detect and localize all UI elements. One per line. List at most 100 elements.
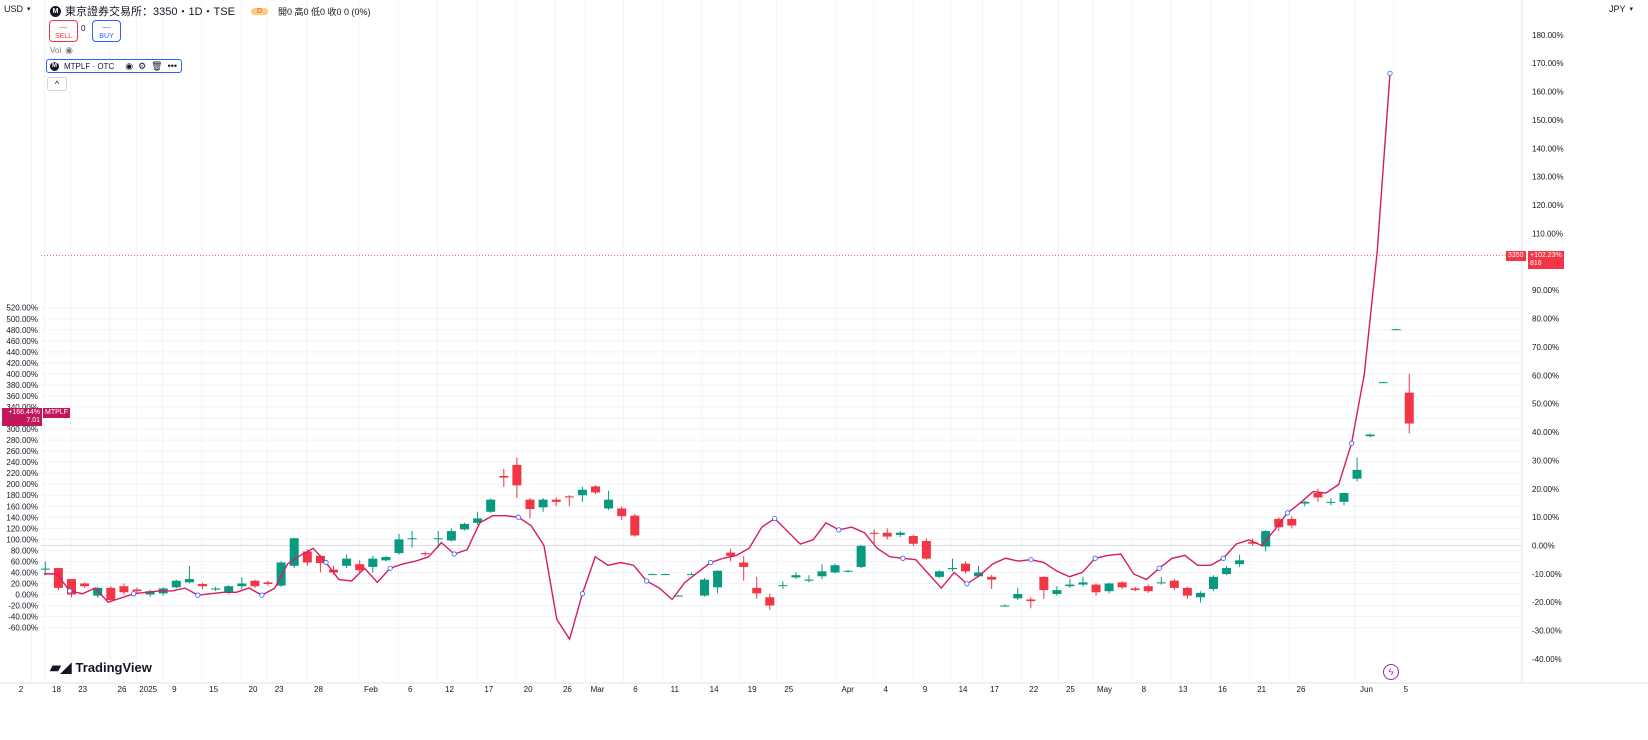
- right-axis-tick-label: 170.00%: [1532, 59, 1564, 68]
- compare-series-marker: [515, 514, 521, 520]
- compare-symbol-label: MTPLF · OTC: [64, 61, 115, 71]
- x-axis-tick-label: 28: [314, 685, 323, 694]
- eye-icon[interactable]: ◉: [65, 45, 73, 55]
- compare-ticker-badge: MTPLF: [43, 408, 70, 418]
- eye-icon[interactable]: ◉: [125, 60, 134, 71]
- candle-body: [765, 597, 775, 606]
- right-axis-tick-label: 40.00%: [1532, 428, 1559, 437]
- left-axis-tick-label: 120.00%: [6, 524, 38, 533]
- candle-body: [974, 572, 984, 577]
- symbol-logo-icon: M: [50, 5, 61, 17]
- left-axis-tick-label: 220.00%: [6, 469, 38, 478]
- x-axis-tick-label: 17: [990, 685, 999, 694]
- x-axis-tick-label: 21: [1257, 685, 1266, 694]
- chevron-up-icon[interactable]: ^: [47, 77, 67, 91]
- x-axis-tick-label: 9: [172, 685, 177, 694]
- left-axis-tick-label: 260.00%: [6, 447, 38, 456]
- right-axis-tick-label: 130.00%: [1532, 173, 1564, 182]
- left-axis-tick-label: 100.00%: [6, 535, 38, 544]
- currency-right-label: JPY: [1609, 4, 1626, 14]
- left-axis-tick-label: 200.00%: [6, 480, 38, 489]
- symbol-header[interactable]: M 東京證券交易所：3350・1D・TSE D 開0 高0 低0 收0 0 (0…: [50, 3, 371, 19]
- right-axis-tick-label: -10.00%: [1532, 570, 1562, 579]
- buy-label: BUY: [99, 33, 114, 40]
- left-axis-tick-label: 300.00%: [6, 425, 38, 434]
- candle-body: [40, 568, 50, 570]
- candle-body: [1391, 329, 1401, 331]
- candle-body: [407, 538, 417, 540]
- candle-body: [604, 499, 614, 509]
- chevron-down-icon: ▾: [1629, 6, 1634, 13]
- compare-series-marker: [451, 551, 457, 557]
- candle-body: [778, 585, 788, 587]
- sell-label: SELL: [54, 33, 73, 40]
- left-axis-tick-label: 0.00%: [15, 591, 38, 600]
- compare-series-marker: [1220, 555, 1226, 561]
- candle-body: [276, 562, 286, 586]
- more-icon[interactable]: •••: [167, 61, 178, 71]
- currency-selector-right[interactable]: JPY ▾: [1609, 4, 1633, 14]
- left-axis-tick-label: 440.00%: [6, 348, 38, 357]
- x-axis-tick-label: Feb: [364, 685, 378, 694]
- x-axis-tick-label: 14: [959, 685, 968, 694]
- compare-series-marker: [964, 581, 970, 587]
- candle-body: [53, 568, 63, 588]
- right-axis-tick-label: 0.00%: [1532, 542, 1555, 551]
- candle-body: [486, 499, 496, 512]
- candle-body: [700, 579, 710, 596]
- candle-body: [211, 588, 221, 590]
- candle-body: [460, 523, 469, 530]
- trash-icon[interactable]: 🗑: [151, 60, 163, 71]
- symbol-title[interactable]: 東京證券交易所：3350・1D・TSE: [65, 6, 235, 18]
- candle-body: [591, 486, 600, 493]
- settings-icon[interactable]: ⚙: [138, 60, 147, 71]
- tradingview-logo-icon: ▰◢: [50, 659, 72, 675]
- candle-body: [1000, 605, 1010, 607]
- x-axis-tick-label: 25: [1066, 685, 1075, 694]
- candle-body: [791, 575, 801, 578]
- compare-series-marker: [323, 559, 329, 566]
- compare-series-marker: [772, 515, 778, 522]
- candle-body: [843, 570, 853, 572]
- left-axis-tick-label: 360.00%: [6, 392, 38, 401]
- compare-legend[interactable]: M MTPLF · OTC ◉ ⚙ 🗑 •••: [46, 59, 182, 73]
- compare-series-marker: [387, 565, 393, 571]
- candle-body: [817, 571, 827, 577]
- lightning-icon[interactable]: ϟ: [1383, 664, 1399, 680]
- candle-body: [381, 556, 391, 561]
- x-axis-tick-label: 26: [1297, 685, 1306, 694]
- candle-body: [921, 541, 931, 559]
- x-axis-tick-label: 19: [748, 685, 757, 694]
- candle-body: [1365, 434, 1375, 437]
- candle-body: [856, 545, 866, 567]
- candle-body: [660, 574, 670, 576]
- candle-body: [499, 475, 509, 478]
- compare-series-marker: [643, 578, 650, 584]
- x-axis-tick-label: Jun: [1360, 685, 1373, 694]
- candle-body: [1248, 542, 1258, 544]
- currency-selector-left[interactable]: USD ▾: [4, 4, 31, 14]
- x-axis-tick-label: 18: [52, 685, 61, 694]
- left-axis-tick-label: 380.00%: [6, 381, 38, 390]
- candle-body: [289, 538, 299, 566]
- sell-button[interactable]: — SELL: [49, 20, 78, 42]
- candle-body: [446, 531, 456, 541]
- candle-body: [1078, 582, 1088, 585]
- candle-body: [987, 576, 997, 580]
- candle-body: [237, 583, 247, 587]
- chevron-down-icon: ▾: [27, 6, 31, 13]
- right-axis-tick-label: -40.00%: [1532, 655, 1562, 664]
- volume-legend[interactable]: Vol ◉: [50, 45, 73, 56]
- compare-series-marker: [1028, 557, 1034, 563]
- candle-body: [713, 570, 723, 588]
- candle-body: [1235, 560, 1245, 565]
- buy-button[interactable]: — BUY: [92, 20, 121, 42]
- candle-body: [564, 496, 574, 498]
- tradingview-logo[interactable]: ▰◢ TradingView: [50, 659, 152, 676]
- candle-body: [420, 553, 430, 555]
- right-axis-tick-label: 30.00%: [1532, 456, 1559, 465]
- x-axis-tick-label: 20: [249, 685, 258, 694]
- candle-body: [947, 568, 957, 570]
- candle-body: [1013, 593, 1023, 599]
